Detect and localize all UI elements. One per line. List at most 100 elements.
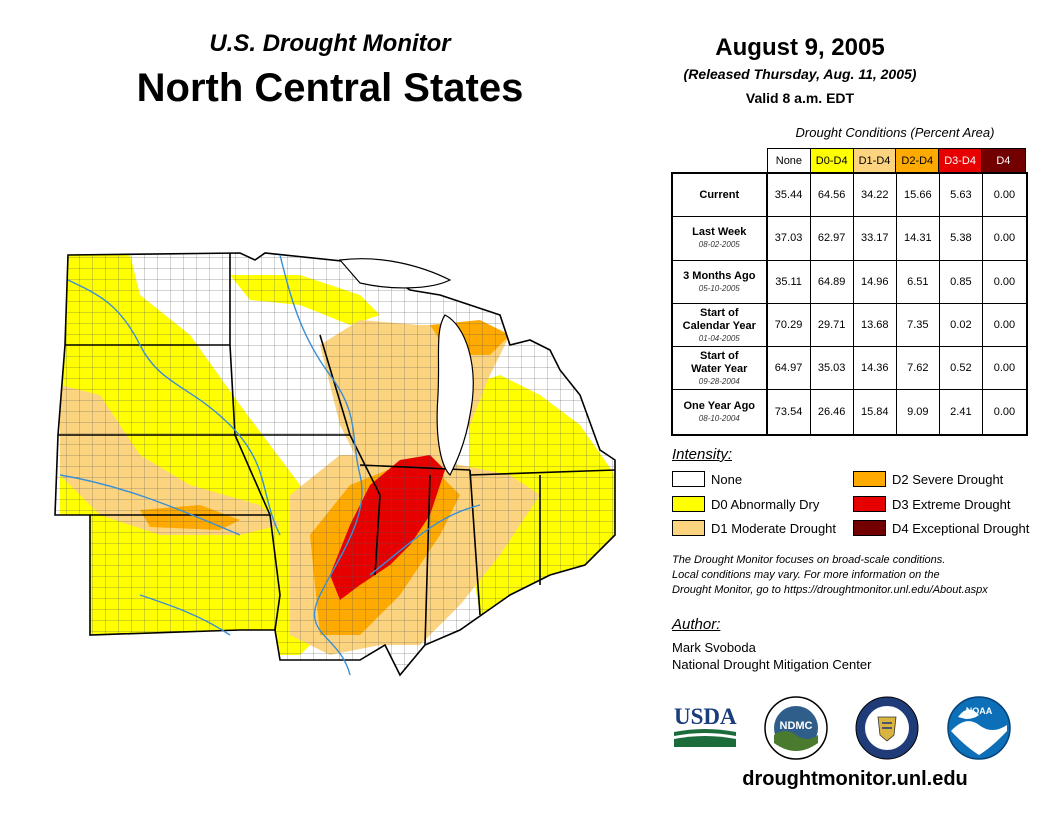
stats-table: Current 35.44 64.56 34.22 15.66 5.63 0.00 Last … [671, 172, 1028, 436]
stats-row: Current 35.44 64.56 34.22 15.66 5.63 0.00 [673, 174, 1026, 218]
stats-cell: 35.03 [811, 347, 854, 390]
stats-cell: 15.84 [854, 390, 897, 434]
disclaimer-note: The Drought Monitor focuses on broad-sca… [672, 553, 1042, 598]
note-line-1: The Drought Monitor focuses on broad-sca… [672, 554, 946, 566]
legend-swatch-d1 [672, 520, 705, 536]
rivers [59, 254, 481, 676]
stats-row-label-line: Water Year [691, 362, 748, 375]
stats-cell: 35.11 [768, 260, 811, 303]
stats-row-label: 3 Months Ago 05-10-2005 [673, 260, 768, 303]
valid-time: Valid 8 a.m. EDT [745, 90, 855, 106]
stats-header-row: None D0-D4 D1-D4 D2-D4 D3-D4 D4 [767, 148, 1026, 172]
stats-header-d4: D4 [981, 149, 1025, 172]
legend-swatch-d4 [853, 520, 886, 536]
stats-cell: 6.51 [897, 260, 940, 303]
note-line-2: Local conditions may vary. For more info… [672, 569, 940, 581]
legend-item-d2: D2 Severe Drought [853, 471, 1003, 487]
stats-row-label-line: One Year Ago [683, 400, 756, 413]
release-date: (Released Thursday, Aug. 11, 2005) [683, 66, 917, 82]
stats-cell: 14.36 [854, 347, 897, 390]
author-organization: National Drought Mitigation Center [672, 657, 872, 672]
drought-map [54, 252, 616, 677]
stats-cell: 33.17 [854, 217, 897, 260]
author-heading: Author: [672, 616, 721, 633]
stats-row-date: 01-04-2005 [698, 333, 740, 343]
stats-row-label-line: Calendar Year [682, 319, 756, 332]
stats-row-date: 08-02-2005 [698, 240, 740, 250]
stats-cell: 15.66 [897, 174, 940, 217]
lake-michigan [436, 314, 474, 477]
stats-cell: 73.54 [768, 390, 811, 434]
usda-logo-text: USDA [674, 704, 737, 729]
map-title: North Central States [136, 66, 524, 110]
usda-logo-icon[interactable]: USDA [672, 702, 738, 748]
stats-cell: 14.96 [854, 260, 897, 303]
stats-cell: 7.62 [897, 347, 940, 390]
stats-row-label-line: Start of [700, 349, 739, 362]
stats-header-d2: D2-D4 [896, 149, 940, 172]
stats-cell: 62.97 [811, 217, 854, 260]
stats-row-label-line: 3 Months Ago [683, 269, 756, 282]
stats-caption: Drought Conditions (Percent Area) [795, 125, 995, 140]
stats-cell: 5.38 [940, 217, 983, 260]
stats-cell: 9.09 [897, 390, 940, 434]
stats-cell: 0.00 [993, 189, 1016, 202]
commerce-seal-icon[interactable] [854, 695, 920, 761]
stats-row-label: One Year Ago 08-10-2004 [673, 390, 768, 434]
stats-cell: 0.00 [993, 275, 1016, 288]
stats-cell: 0.02 [940, 303, 983, 347]
stats-cell: 35.44 [768, 174, 811, 217]
stats-cell: 70.29 [768, 303, 811, 347]
stats-cell: 26.46 [811, 390, 854, 434]
ndmc-logo-text: NDMC [780, 720, 813, 732]
stats-row-label: Current [673, 174, 768, 217]
legend-item-d1: D1 Moderate Drought [672, 520, 836, 536]
stats-row: 3 Months Ago 05-10-2005 35.11 64.89 14.96 6.5… [673, 260, 1026, 304]
stats-cell: 37.03 [768, 217, 811, 260]
stats-row-date: 09-28-2004 [698, 376, 740, 386]
map-date: August 9, 2005 [715, 34, 885, 61]
stats-row: Start of Calendar Year 01-04-2005 70.29 29.7… [673, 303, 1026, 348]
footer-url[interactable]: droughtmonitor.unl.edu [742, 768, 968, 790]
legend-label-d0: D0 Abnormally Dry [711, 496, 820, 512]
stats-cell: 0.00 [993, 232, 1016, 245]
legend-item-d4: D4 Exceptional Drought [853, 520, 1029, 536]
stats-header-d0: D0-D4 [810, 149, 854, 172]
stats-header-d1: D1-D4 [853, 149, 897, 172]
noaa-logo-icon[interactable]: NOAA [946, 695, 1012, 761]
stats-row-label: Start of Calendar Year 01-04-2005 [673, 303, 768, 347]
lake-superior [338, 258, 452, 289]
stats-cell: 14.31 [897, 217, 940, 260]
stats-row-label-line: Current [699, 188, 740, 201]
legend-label-d4: D4 Exceptional Drought [892, 520, 1030, 536]
stats-cell: 13.68 [854, 303, 897, 347]
stats-cell: 0.85 [940, 260, 983, 303]
legend-title: Intensity: [672, 446, 733, 463]
stats-cell: 34.22 [854, 174, 897, 217]
stats-cell: 0.00 [993, 319, 1016, 332]
map-subtitle: U.S. Drought Monitor [209, 30, 451, 57]
stats-row: Start of Water Year 09-28-2004 64.97 35.03 14… [673, 347, 1026, 391]
stats-cell: 5.63 [940, 174, 983, 217]
stats-header-none: None [768, 149, 811, 172]
stats-cell: 0.00 [993, 406, 1016, 419]
note-line-3[interactable]: Drought Monitor, go to https://droughtmo… [672, 584, 988, 596]
stats-cell: 0.00 [993, 362, 1016, 375]
stats-cell: 7.35 [897, 303, 940, 347]
legend-item-d3: D3 Extreme Drought [853, 496, 1011, 512]
stats-row: One Year Ago 08-10-2004 73.54 26.46 15.84 9.0… [673, 390, 1026, 434]
stats-cell: 29.71 [811, 303, 854, 347]
stats-cell: 2.41 [940, 390, 983, 434]
legend-label-d2: D2 Severe Drought [892, 471, 1004, 487]
legend-label-d3: D3 Extreme Drought [892, 496, 1011, 512]
drought-intensity-areas [55, 253, 615, 675]
stats-row-label-line: Start of [700, 306, 739, 319]
stats-header-d3: D3-D4 [939, 149, 982, 172]
legend-swatch-d0 [672, 496, 705, 512]
legend-label-d1: D1 Moderate Drought [711, 520, 837, 536]
stats-cell: 64.97 [768, 347, 811, 390]
ndmc-logo-icon[interactable]: NDMC [763, 695, 829, 761]
author-name: Mark Svoboda [672, 640, 756, 655]
noaa-logo-text: NOAA [966, 706, 993, 716]
stats-row-label: Start of Water Year 09-28-2004 [673, 347, 768, 390]
